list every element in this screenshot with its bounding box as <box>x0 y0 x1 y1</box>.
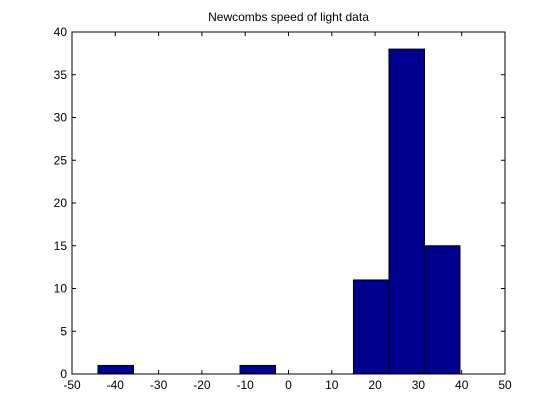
x-axis: -50 -40 -30 -20 -10 0 10 20 30 40 50 <box>63 32 512 392</box>
histogram-bar-8 <box>388 48 425 375</box>
x-tick-label-3: -20 <box>193 378 211 392</box>
y-tick-label-8: 40 <box>54 25 68 39</box>
y-tick-label-2: 10 <box>54 282 68 296</box>
chart-title: Newcombs speed of light data <box>208 10 369 24</box>
x-tick-label-2: -30 <box>150 378 168 392</box>
y-tick-label-1: 5 <box>60 324 67 338</box>
y-tick-label-7: 35 <box>54 68 68 82</box>
histogram-bar-7 <box>352 279 390 375</box>
x-tick-label-1: -40 <box>107 378 125 392</box>
x-tick-label-5: 0 <box>285 378 292 392</box>
y-tick-label-5: 25 <box>54 153 68 167</box>
y-tick-label-4: 20 <box>54 196 68 210</box>
histogram-bars <box>97 48 461 375</box>
y-axis: 0 5 10 15 20 25 30 35 40 <box>54 25 505 381</box>
histogram-bar-9 <box>423 245 461 375</box>
y-tick-label-6: 30 <box>54 111 68 125</box>
y-tick-label-3: 15 <box>54 239 68 253</box>
x-tick-label-6: 10 <box>325 378 339 392</box>
x-tick-label-4: -10 <box>237 378 255 392</box>
x-tick-label-8: 30 <box>412 378 426 392</box>
x-tick-label-10: 50 <box>498 378 512 392</box>
x-tick-label-9: 40 <box>455 378 469 392</box>
x-tick-label-7: 20 <box>368 378 382 392</box>
y-tick-label-0: 0 <box>60 367 67 381</box>
x-tick-label-0: -50 <box>63 378 81 392</box>
